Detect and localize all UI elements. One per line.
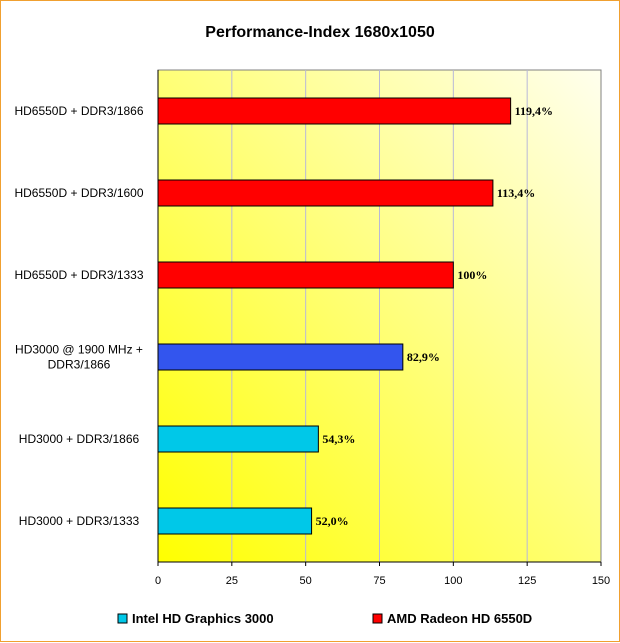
chart-title: Performance-Index 1680x1050 bbox=[205, 24, 435, 41]
x-tick-label: 150 bbox=[592, 575, 610, 587]
bar bbox=[157, 425, 319, 453]
legend-swatch bbox=[372, 613, 383, 624]
x-tick-label: 125 bbox=[518, 575, 536, 587]
category-label: HD6550D + DDR3/1600 bbox=[14, 186, 143, 200]
x-tick-label: 100 bbox=[444, 575, 462, 587]
category-label: HD3000 @ 1900 MHz + bbox=[15, 343, 143, 357]
category-label: HD3000 + DDR3/1333 bbox=[19, 514, 140, 528]
category-label: HD6550D + DDR3/1866 bbox=[14, 104, 143, 118]
value-label: 82,9% bbox=[407, 350, 440, 364]
x-tick-label: 25 bbox=[226, 575, 238, 587]
x-tick-label: 0 bbox=[155, 575, 161, 587]
category-label: HD6550D + DDR3/1333 bbox=[14, 268, 143, 282]
x-axis-ticks: 0 25 50 75 100 125 150 bbox=[155, 70, 610, 587]
bar bbox=[157, 507, 313, 535]
category-label: DDR3/1866 bbox=[48, 358, 111, 372]
category-label: HD3000 + DDR3/1866 bbox=[19, 432, 140, 446]
value-label: 54,3% bbox=[322, 432, 355, 446]
bar bbox=[157, 179, 494, 207]
legend: Intel HD Graphics 3000 AMD Radeon HD 6550… bbox=[117, 611, 532, 626]
legend-label: AMD Radeon HD 6550D bbox=[387, 611, 532, 626]
legend-swatch bbox=[117, 613, 128, 624]
bar bbox=[157, 97, 512, 125]
value-label: 52,0% bbox=[316, 514, 349, 528]
x-tick-label: 50 bbox=[300, 575, 312, 587]
value-label: 100% bbox=[457, 268, 487, 282]
gridlines bbox=[231, 70, 528, 562]
bar bbox=[157, 261, 454, 289]
category-labels: HD6550D + DDR3/1866 HD6550D + DDR3/1600 HD… bbox=[14, 104, 143, 528]
value-label: 119,4% bbox=[515, 104, 553, 118]
value-label: 113,4% bbox=[497, 186, 535, 200]
bar bbox=[157, 343, 404, 371]
legend-label: Intel HD Graphics 3000 bbox=[132, 611, 274, 626]
x-tick-label: 75 bbox=[373, 575, 385, 587]
